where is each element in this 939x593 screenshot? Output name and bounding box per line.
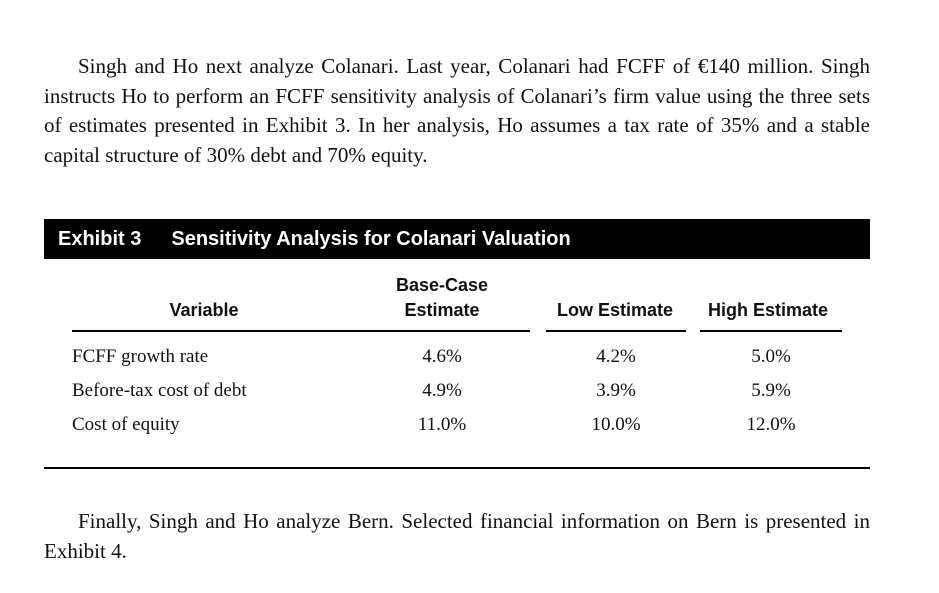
column-header-base-case: Base-Case Estimate (372, 273, 512, 323)
row-cost-of-equity-high: 12.0% (746, 414, 796, 435)
header-rule-left (72, 330, 530, 332)
row-fcff-growth-low: 4.2% (596, 346, 636, 367)
intro-paragraph: Singh and Ho next analyze Colanari. Last… (44, 54, 870, 167)
exhibit-title: Sensitivity Analysis for Colanari Valuat… (171, 227, 571, 250)
row-cost-of-equity-low: 10.0% (591, 414, 641, 435)
row-cost-of-debt-base: 4.9% (422, 380, 462, 401)
exhibit-bottom-rule (44, 467, 870, 469)
row-fcff-growth-high: 5.0% (751, 346, 791, 367)
row-cost-of-debt-high: 5.9% (751, 380, 791, 401)
row-label-cost-of-equity: Cost of equity (72, 414, 180, 435)
row-cost-of-equity-base: 11.0% (417, 414, 467, 435)
row-cost-of-debt-low: 3.9% (596, 380, 636, 401)
column-header-variable: Variable (169, 300, 239, 320)
column-header-base-line2: Estimate (404, 300, 480, 320)
exhibit-header: Exhibit 3 Sensitivity Analysis for Colan… (44, 219, 870, 259)
row-label-cost-of-debt: Before-tax cost of debt (72, 380, 247, 401)
row-fcff-growth-base: 4.6% (422, 346, 462, 367)
column-header-base-line1: Base-Case (395, 275, 489, 295)
exhibit-number: Exhibit 3 (58, 227, 142, 250)
header-rule-high (700, 330, 842, 332)
closing-paragraph: Finally, Singh and Ho analyze Bern. Sele… (44, 509, 870, 563)
row-label-fcff-growth: FCFF growth rate (72, 346, 209, 367)
column-header-low: Low Estimate (556, 300, 674, 320)
header-rule-low (546, 330, 686, 332)
column-header-high: High Estimate (707, 300, 829, 320)
